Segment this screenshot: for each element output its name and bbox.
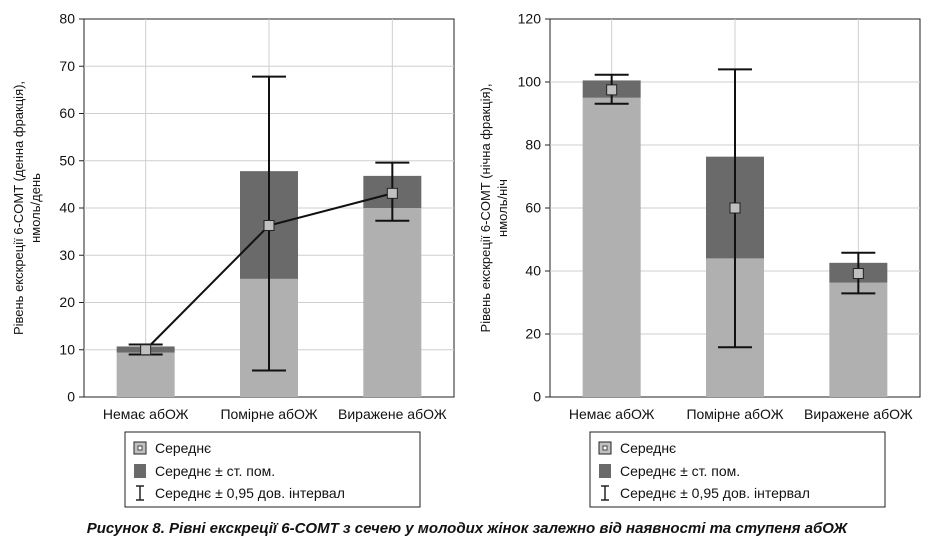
- y-tick-label: 0: [67, 389, 75, 405]
- y-tick-label: 80: [59, 11, 75, 27]
- x-tick-label: Немає абОЖ: [569, 406, 655, 422]
- x-tick-label: Помірне абОЖ: [686, 406, 783, 422]
- y-tick-label: 120: [518, 11, 542, 27]
- y-tick-label: 80: [525, 137, 541, 153]
- y-tick-label: 20: [59, 294, 75, 310]
- bar-base: [829, 282, 888, 397]
- y-tick-label: 60: [59, 105, 75, 121]
- legend: Середнє Середнє ± ст. пом. Середнє ± 0,95 …: [124, 431, 421, 508]
- y-tick-label: 70: [59, 58, 75, 74]
- figure-caption: Рисунок 8. Рівні екскреції 6-COMT з сече…: [86, 520, 848, 537]
- y-tick-label: 60: [525, 200, 541, 216]
- legend-mean-label: Середнє: [620, 440, 676, 456]
- y-axis-unit-label: нмоль/ніч: [495, 179, 510, 237]
- x-tick-label: Виражене абОЖ: [804, 406, 913, 422]
- bar-base: [582, 97, 641, 397]
- x-tick-label: Помірне абОЖ: [220, 406, 317, 422]
- mean-marker: [852, 268, 864, 280]
- chart-panel-2: 0 20 40 60 80 100 120 Немає абОЖ Помірне абОЖ Вир…: [478, 11, 921, 508]
- mean-marker: [140, 344, 152, 356]
- figure: 0 10 20 30 40 50 60 70 80 Немає абОЖ Помірне абОЖ В…: [11, 11, 921, 508]
- y-tick-label: 40: [59, 200, 75, 216]
- legend-mean-icon-dot: [602, 445, 608, 451]
- legend-se-icon: [134, 464, 146, 478]
- mean-marker: [263, 219, 275, 231]
- bar-base: [363, 208, 422, 397]
- legend-mean-label: Середнє: [155, 440, 211, 456]
- legend-ci-label: Середнє ± 0,95 дов. інтервал: [620, 485, 810, 501]
- y-axis-unit-label: нмоль/день: [28, 173, 43, 243]
- legend-se-label: Середнє ± ст. пом.: [155, 463, 275, 479]
- legend-box: [589, 431, 886, 508]
- legend: Середнє Середнє ± ст. пом. Середнє ± 0,95 …: [589, 431, 886, 508]
- y-axis-label: Рівень екскреції 6-COMT (денна фракція),: [11, 81, 26, 335]
- y-axis-label: Рівень екскреції 6-COMT (нічна фракція),: [478, 84, 493, 333]
- legend-mean-icon-dot: [137, 445, 143, 451]
- y-tick-label: 40: [525, 263, 541, 279]
- y-tick-label: 0: [533, 389, 541, 405]
- legend-se-label: Середнє ± ст. пом.: [620, 463, 740, 479]
- bar-base: [116, 352, 175, 397]
- legend-se-icon: [599, 464, 611, 478]
- y-tick-label: 100: [518, 74, 542, 90]
- y-tick-label: 30: [59, 247, 75, 263]
- legend-ci-label: Середнє ± 0,95 дов. інтервал: [155, 485, 345, 501]
- chart-panel-1: 0 10 20 30 40 50 60 70 80 Немає абОЖ Помірне абОЖ В…: [11, 11, 455, 508]
- x-tick-label: Виражене абОЖ: [338, 406, 447, 422]
- y-tick-label: 50: [59, 152, 75, 168]
- y-tick-label: 20: [525, 326, 541, 342]
- mean-marker: [606, 84, 618, 96]
- mean-marker: [729, 202, 741, 214]
- y-tick-label: 10: [59, 341, 75, 357]
- mean-marker: [386, 187, 398, 199]
- x-tick-label: Немає абОЖ: [103, 406, 189, 422]
- legend-box: [124, 431, 421, 508]
